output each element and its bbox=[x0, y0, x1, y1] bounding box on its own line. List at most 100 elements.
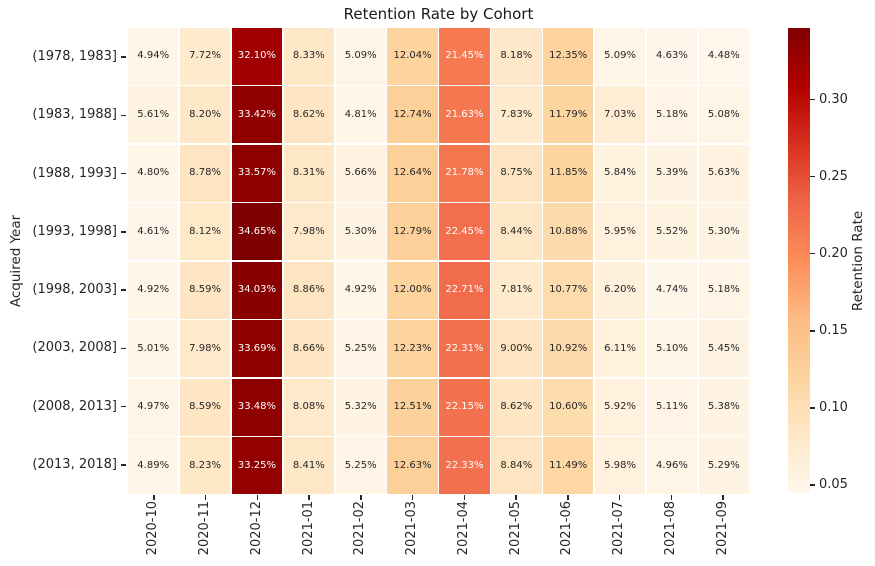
x-tick-label: 2021-08 bbox=[662, 501, 678, 556]
heatmap-cell: 7.81% bbox=[491, 261, 542, 319]
x-tick-label: 2021-03 bbox=[404, 501, 420, 556]
heatmap-cell: 22.31% bbox=[439, 320, 490, 378]
heatmap-cell: 32.10% bbox=[231, 28, 283, 85]
colorbar-tick-mark bbox=[810, 484, 815, 486]
heatmap-cell: 7.03% bbox=[594, 86, 646, 144]
colorbar-tick-mark bbox=[810, 253, 815, 255]
heatmap-cell: 22.45% bbox=[439, 203, 490, 261]
heatmap-cell: 8.20% bbox=[179, 86, 231, 144]
heatmap-cell: 8.12% bbox=[179, 203, 231, 261]
colorbar-gradient bbox=[788, 28, 810, 493]
y-tick-mark bbox=[121, 231, 126, 233]
heatmap-cell: 4.80% bbox=[128, 144, 179, 202]
y-tick-label: (2008, 2013] bbox=[32, 398, 117, 414]
y-tick-label: (1993, 1998] bbox=[32, 223, 117, 239]
x-tick-label: 2021-01 bbox=[300, 501, 316, 556]
heatmap-cell: 4.96% bbox=[646, 437, 698, 494]
heatmap-cell: 10.77% bbox=[543, 261, 594, 319]
y-tick-mark bbox=[121, 114, 126, 117]
x-tick-label: 2020-12 bbox=[248, 501, 264, 556]
heatmap-cell: 12.63% bbox=[387, 437, 438, 494]
heatmap-cell: 22.33% bbox=[439, 437, 490, 494]
heatmap-cell: 12.23% bbox=[387, 320, 438, 378]
heatmap-cell: 9.00% bbox=[491, 320, 542, 378]
y-tick-label: (1983, 1988] bbox=[32, 107, 117, 123]
heatmap-cell: 12.74% bbox=[387, 86, 438, 144]
heatmap-cell: 8.33% bbox=[283, 28, 334, 85]
heatmap-cell: 8.18% bbox=[491, 28, 542, 85]
heatmap-cell: 8.62% bbox=[491, 378, 542, 436]
heatmap-cell: 4.92% bbox=[335, 261, 386, 319]
heatmap-cell: 6.11% bbox=[594, 320, 646, 378]
x-tick-mark bbox=[463, 495, 466, 500]
heatmap-cell: 5.11% bbox=[646, 378, 698, 436]
x-tick-label: 2020-11 bbox=[197, 501, 213, 556]
x-tick-label: 2020-10 bbox=[145, 501, 161, 556]
heatmap-cell: 8.23% bbox=[179, 437, 231, 494]
heatmap-cell: 33.48% bbox=[231, 378, 283, 436]
heatmap-cell: 5.63% bbox=[698, 144, 749, 202]
heatmap-cell: 5.38% bbox=[698, 378, 749, 436]
heatmap-cell: 12.64% bbox=[387, 144, 438, 202]
heatmap-cell: 8.59% bbox=[179, 261, 231, 319]
heatmap-cell: 4.74% bbox=[646, 261, 698, 319]
heatmap-cell: 7.98% bbox=[283, 203, 334, 261]
heatmap-cell: 5.09% bbox=[335, 28, 386, 85]
heatmap-cell: 5.25% bbox=[335, 437, 386, 494]
heatmap-cell: 5.01% bbox=[128, 320, 179, 378]
heatmap-cell: 5.18% bbox=[698, 261, 749, 319]
heatmap-cell: 8.08% bbox=[283, 378, 334, 436]
heatmap-cell: 4.61% bbox=[128, 203, 179, 261]
x-tick-mark bbox=[153, 495, 155, 500]
heatmap-cell: 5.29% bbox=[698, 437, 749, 494]
heatmap-cell: 5.30% bbox=[698, 203, 749, 261]
x-tick-label: 2021-07 bbox=[611, 501, 627, 556]
heatmap-cell: 5.32% bbox=[335, 378, 386, 436]
y-tick-mark bbox=[121, 56, 126, 58]
heatmap-cell: 34.03% bbox=[231, 261, 283, 319]
y-tick-label: (2003, 2008] bbox=[32, 340, 117, 356]
y-tick-label: (1978, 1983] bbox=[32, 49, 117, 65]
heatmap-cell: 5.30% bbox=[335, 203, 386, 261]
heatmap-cell: 4.63% bbox=[646, 28, 698, 85]
heatmap-cell: 5.25% bbox=[335, 320, 386, 378]
colorbar-tick-label: 0.20 bbox=[819, 245, 848, 261]
heatmap-cell: 4.94% bbox=[128, 28, 179, 85]
y-tick-mark bbox=[121, 347, 126, 350]
heatmap-cell: 5.08% bbox=[698, 86, 749, 144]
heatmap-cell: 12.00% bbox=[387, 261, 438, 319]
heatmap-cell: 5.45% bbox=[698, 320, 749, 378]
x-tick-label: 2021-04 bbox=[455, 501, 471, 556]
colorbar-tick-label: 0.10 bbox=[819, 399, 848, 415]
chart-title: Retention Rate by Cohort bbox=[343, 5, 534, 23]
heatmap-cell: 21.78% bbox=[439, 144, 490, 202]
heatmap-cell: 5.66% bbox=[335, 144, 386, 202]
heatmap-cell: 12.35% bbox=[543, 28, 594, 85]
y-tick-label: (1988, 1993] bbox=[32, 165, 117, 181]
heatmap-cell: 7.83% bbox=[491, 86, 542, 144]
heatmap-cell: 8.75% bbox=[491, 144, 542, 202]
y-tick-mark bbox=[121, 289, 126, 291]
x-tick-mark bbox=[411, 495, 414, 500]
heatmap-cell: 11.85% bbox=[543, 144, 594, 202]
heatmap-cell: 10.88% bbox=[543, 203, 594, 261]
colorbar-tick-label: 0.05 bbox=[819, 476, 848, 492]
colorbar-tick-mark bbox=[810, 176, 815, 178]
heatmap-cell: 4.97% bbox=[128, 378, 179, 436]
heatmap-cell: 8.66% bbox=[283, 320, 334, 378]
heatmap-cell: 8.78% bbox=[179, 144, 231, 202]
heatmap-cell: 12.51% bbox=[387, 378, 438, 436]
heatmap-cell: 5.95% bbox=[594, 203, 646, 261]
heatmap-cell: 22.15% bbox=[439, 378, 490, 436]
heatmap-grid: 4.94% 7.72% 32.10% 8.33% 5.09% 12.04% 21.45% 8.… bbox=[128, 28, 749, 494]
heatmap-cell: 4.81% bbox=[335, 86, 386, 144]
x-tick-mark bbox=[618, 495, 621, 500]
x-tick-label: 2021-05 bbox=[507, 501, 523, 556]
heatmap-cell: 8.86% bbox=[283, 261, 334, 319]
heatmap-cell: 5.61% bbox=[128, 86, 179, 144]
heatmap-cell: 4.48% bbox=[698, 28, 749, 85]
heatmap-cell: 33.42% bbox=[231, 86, 283, 144]
heatmap-cell: 5.92% bbox=[594, 378, 646, 436]
heatmap-cell: 5.52% bbox=[646, 203, 698, 261]
